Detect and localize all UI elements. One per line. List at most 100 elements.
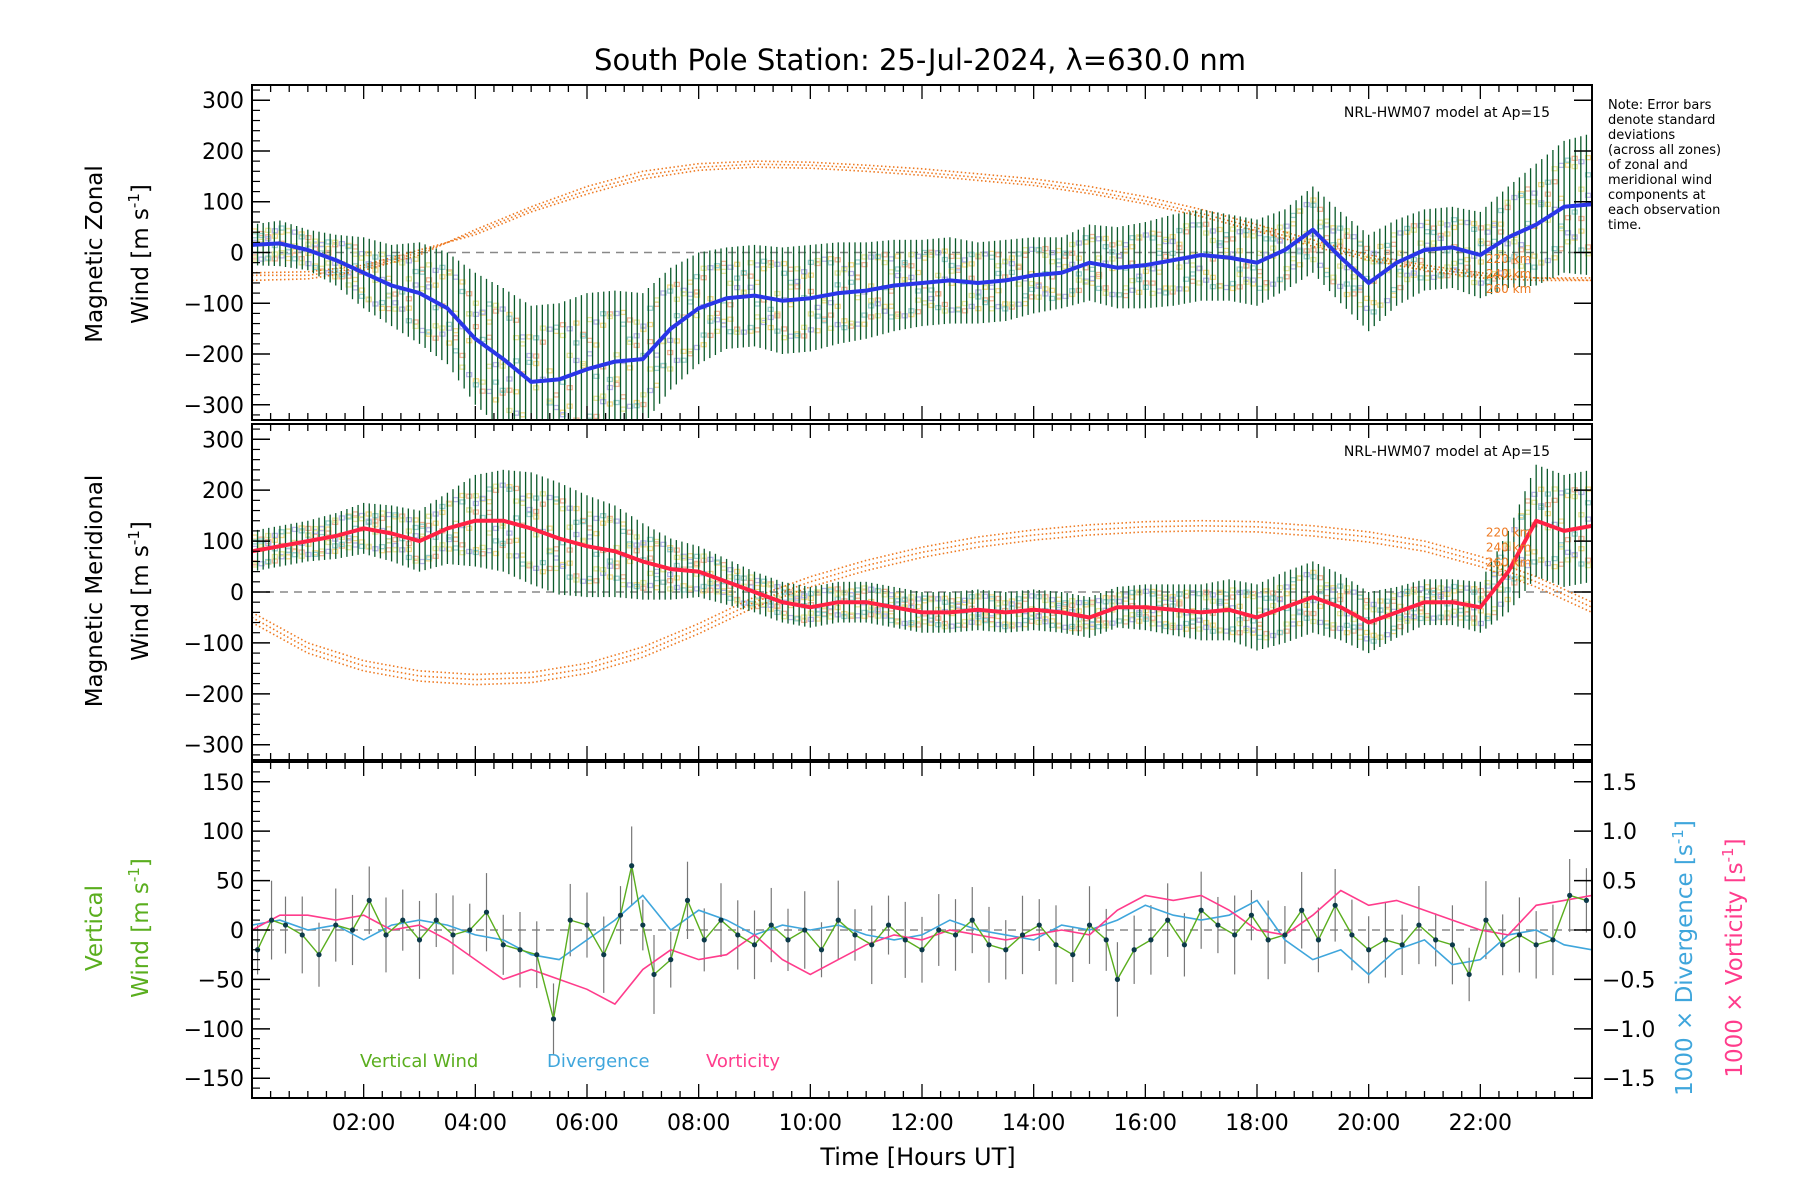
zone-sample	[1524, 186, 1531, 192]
zone-sample	[479, 544, 486, 551]
zone-sample	[1531, 559, 1538, 565]
zone-sample	[1022, 593, 1029, 599]
zone-sample	[914, 297, 922, 303]
zone-sample	[747, 260, 754, 266]
zone-sample	[1182, 223, 1190, 229]
zone-sample	[452, 328, 459, 334]
vertical-ylabel-line1: Vertical	[82, 885, 108, 971]
zone-sample	[1397, 591, 1404, 598]
zone-sample	[948, 605, 955, 611]
zone-sample	[1129, 589, 1136, 596]
zone-sample	[452, 274, 459, 280]
zone-sample	[1162, 290, 1170, 296]
vertical-wind-point	[483, 909, 490, 915]
zone-sample	[894, 592, 902, 598]
zone-sample	[278, 253, 285, 259]
zone-sample	[626, 558, 634, 565]
zone-sample	[1417, 605, 1424, 612]
zone-sample	[1122, 593, 1129, 599]
zone-sample	[593, 373, 600, 380]
zone-sample	[1223, 591, 1230, 597]
zone-sample	[479, 379, 486, 385]
zone-sample	[988, 622, 995, 628]
zone-sample	[345, 282, 352, 288]
zone-sample	[653, 585, 660, 591]
zone-sample	[981, 251, 989, 257]
zone-sample	[512, 410, 520, 416]
zone-sample	[1290, 584, 1297, 590]
zone-sample	[1464, 264, 1471, 270]
zone-sample	[412, 533, 419, 539]
zone-sample	[613, 352, 620, 358]
zone-sample	[1015, 301, 1022, 307]
zone-sample	[1390, 598, 1397, 604]
zone-sample	[1316, 219, 1324, 225]
zone-sample	[479, 551, 486, 557]
zone-sample	[1055, 247, 1062, 254]
vertical-wind-point	[1533, 942, 1539, 948]
zone-sample	[579, 360, 587, 367]
zone-sample	[1517, 263, 1525, 269]
zone-sample	[1229, 236, 1237, 242]
zonal-model-label: NRL-HWM07 model at Ap=15	[1344, 105, 1550, 121]
zone-sample	[1551, 486, 1558, 492]
zone-sample	[1564, 536, 1572, 543]
zone-sample	[1484, 579, 1491, 586]
zone-sample	[760, 266, 768, 272]
zone-sample	[1149, 290, 1156, 297]
zone-sample	[1484, 229, 1491, 235]
zone-sample	[646, 338, 654, 345]
zone-sample	[412, 282, 419, 288]
zone-sample	[1022, 247, 1029, 253]
vertical-wind-point	[1282, 932, 1288, 938]
meridional-wind-line	[252, 518, 1592, 625]
zone-sample	[593, 342, 600, 348]
vertical-wind-point	[1103, 937, 1109, 943]
zone-sample	[713, 589, 721, 595]
zone-sample	[1290, 614, 1297, 620]
zone-sample	[492, 483, 500, 489]
zone-sample	[278, 554, 285, 560]
zone-sample	[1584, 516, 1592, 522]
zone-sample	[1249, 593, 1257, 600]
note-text: Note: Error bars denote standard deviati…	[1608, 98, 1721, 233]
zone-sample	[787, 284, 794, 290]
zone-sample	[512, 317, 520, 323]
zone-sample	[586, 337, 593, 343]
zone-sample	[512, 498, 520, 504]
zone-sample	[854, 295, 861, 301]
zone-sample	[760, 601, 768, 608]
zone-sample	[1095, 236, 1103, 242]
zone-sample	[955, 253, 962, 259]
zone-sample	[486, 334, 493, 340]
x-tick-label: 20:00	[1337, 1111, 1400, 1136]
zone-sample	[626, 543, 634, 549]
zone-sample	[888, 597, 895, 604]
vertical-wind-point	[640, 922, 646, 928]
zone-sample	[1015, 603, 1022, 609]
zone-sample	[1162, 236, 1170, 243]
zone-sample	[452, 536, 459, 543]
zone-sample	[520, 425, 525, 429]
vertical-wind-point	[1466, 971, 1472, 978]
zone-sample	[1564, 157, 1572, 163]
zone-sample	[1182, 286, 1190, 292]
zone-sample	[760, 578, 768, 584]
zone-sample	[1062, 293, 1069, 300]
zone-sample	[794, 590, 801, 596]
zone-sample	[285, 228, 292, 234]
zone-sample	[713, 317, 721, 323]
zone-sample	[1189, 613, 1196, 620]
zone-sample	[1216, 240, 1223, 246]
zone-sample	[1082, 235, 1089, 241]
zone-sample	[814, 610, 821, 617]
zone-sample	[1417, 222, 1424, 229]
zone-sample	[847, 323, 855, 329]
zone-sample	[914, 309, 922, 315]
zone-sample	[1028, 294, 1036, 300]
zone-sample	[519, 561, 526, 567]
zone-sample	[854, 321, 861, 327]
vertical-wind-point	[852, 932, 858, 938]
zone-sample	[1564, 162, 1572, 168]
vertical-wind-point	[349, 927, 356, 933]
